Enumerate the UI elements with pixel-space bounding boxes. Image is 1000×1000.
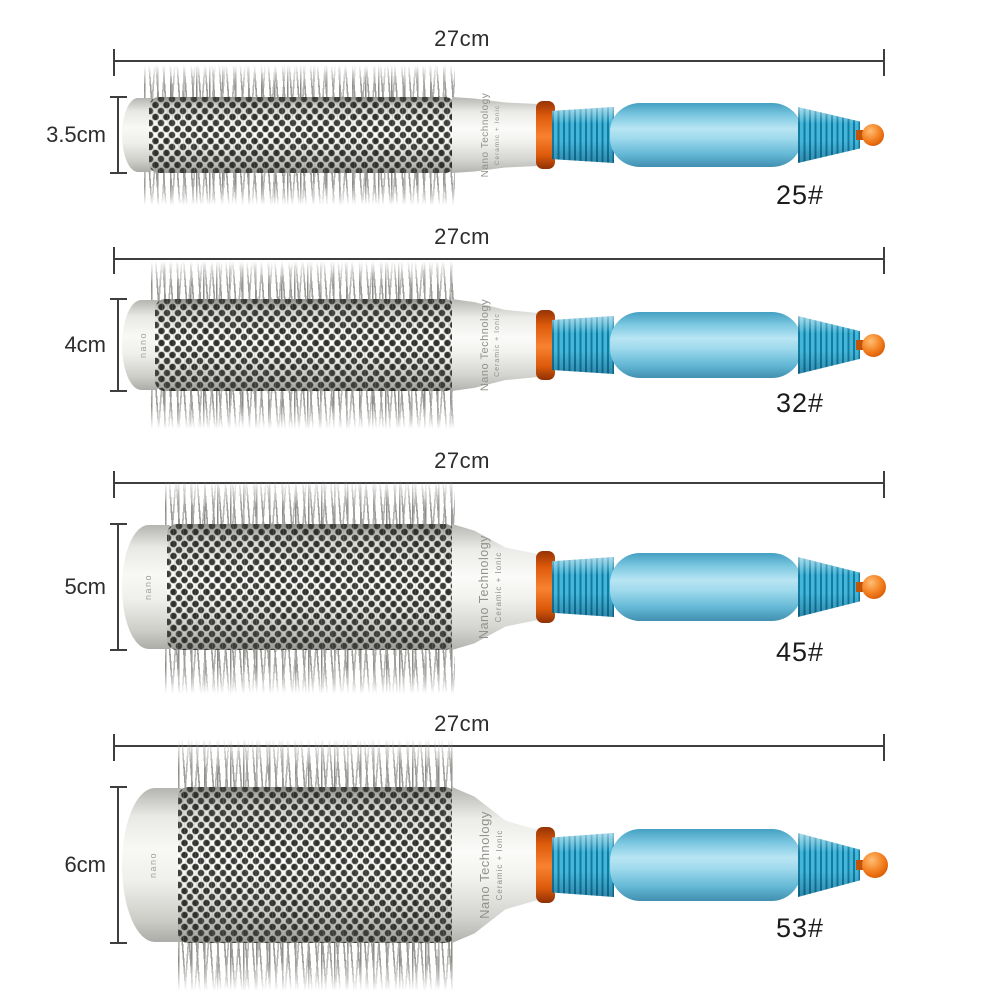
- barrel-end-cap: [122, 525, 175, 649]
- tip-stem: [856, 130, 866, 140]
- tip-stem: [856, 340, 866, 350]
- orange-collar: [536, 551, 555, 623]
- model-number-label: 25#: [775, 180, 825, 210]
- length-dimension-label: 27cm: [434, 26, 490, 51]
- brush-neck: [452, 97, 538, 173]
- bristles-bottom: [150, 384, 455, 430]
- brand-text-line1: Nano Technology: [476, 811, 492, 919]
- length-dimension-line: [113, 734, 885, 761]
- barrel-end-cap: [122, 300, 161, 390]
- diameter-dimension-line: 6cm: [64, 786, 127, 944]
- barrel-end-cap: [122, 788, 188, 942]
- handle-grip: [610, 103, 802, 167]
- orange-collar: [536, 310, 555, 380]
- bristles-top: [150, 260, 455, 306]
- barrel-end-cap: [122, 98, 154, 172]
- ribbed-section-front: [552, 107, 614, 163]
- bristles-bottom: [164, 643, 455, 695]
- ceramic-barrel: [167, 524, 455, 650]
- ribbed-section-front: [552, 557, 614, 617]
- length-dimension-label: 27cm: [434, 224, 490, 249]
- diameter-dimension-line: 5cm: [64, 523, 127, 651]
- diameter-dimension-label: 5cm: [64, 574, 106, 599]
- length-dimension-line: [113, 49, 885, 76]
- diameter-dimension-label: 6cm: [64, 852, 106, 877]
- length-dimension-line: [113, 471, 885, 498]
- orange-collar: [536, 101, 555, 169]
- length-dimension-label: 27cm: [434, 711, 490, 736]
- ribbed-section-end: [798, 833, 860, 897]
- diameter-dimension-label: 3.5cm: [46, 122, 106, 147]
- tip-ball: [862, 852, 888, 878]
- ceramic-barrel: [178, 787, 455, 943]
- ceramic-barrel: [155, 299, 455, 391]
- ribbed-section-front: [552, 316, 614, 374]
- model-number-label: 32#: [775, 388, 825, 418]
- bristles-top: [164, 479, 455, 531]
- orange-collar: [536, 827, 555, 903]
- bristles-bottom: [177, 936, 455, 992]
- model-number-label: 53#: [775, 913, 825, 943]
- brush-neck: [452, 299, 538, 391]
- handle-grip: [610, 312, 802, 378]
- tip-stem: [856, 860, 866, 870]
- tip-ball: [862, 124, 884, 146]
- model-number-label: 45#: [775, 637, 825, 667]
- bristles-top: [177, 738, 455, 794]
- tip-ball: [862, 575, 886, 599]
- ribbed-section-front: [552, 833, 614, 897]
- tip-stem: [856, 582, 866, 592]
- diameter-dimension-line: 3.5cm: [46, 96, 127, 174]
- brand-text-line2: Ceramic + Ionic: [494, 829, 504, 901]
- handle-grip: [610, 829, 802, 901]
- diameter-dimension-label: 4cm: [64, 332, 106, 357]
- length-dimension-label: 27cm: [434, 448, 490, 473]
- handle-grip: [610, 553, 802, 621]
- diameter-dimension-line: 4cm: [64, 298, 127, 392]
- ceramic-barrel: [149, 97, 455, 173]
- length-dimension-line: [113, 247, 885, 274]
- tip-ball: [862, 333, 885, 357]
